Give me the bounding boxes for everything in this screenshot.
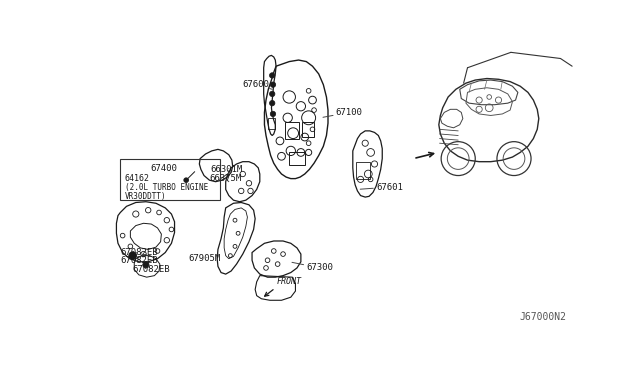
Circle shape xyxy=(143,262,149,268)
Text: 67601: 67601 xyxy=(360,183,403,192)
Bar xyxy=(289,153,305,165)
Text: 67082EB: 67082EB xyxy=(120,256,158,265)
Bar xyxy=(356,162,370,179)
Bar xyxy=(301,122,314,137)
Circle shape xyxy=(269,91,275,97)
Circle shape xyxy=(270,82,276,87)
Text: 67300: 67300 xyxy=(292,262,333,272)
Text: 66301M: 66301M xyxy=(210,165,243,174)
Bar xyxy=(268,118,275,129)
Text: 64162: 64162 xyxy=(125,174,150,183)
Text: 67400: 67400 xyxy=(150,164,177,173)
Text: 67082EB: 67082EB xyxy=(120,248,158,257)
Text: 67905M: 67905M xyxy=(189,254,221,263)
Circle shape xyxy=(129,252,136,260)
Text: J67000N2: J67000N2 xyxy=(520,312,566,322)
Text: (2.0L TURBO ENGINE: (2.0L TURBO ENGINE xyxy=(125,183,208,192)
Circle shape xyxy=(184,178,189,183)
Circle shape xyxy=(270,111,276,117)
Text: 67082EB: 67082EB xyxy=(132,265,170,274)
Circle shape xyxy=(269,100,275,106)
Text: 67600: 67600 xyxy=(243,80,272,89)
Text: FRONT: FRONT xyxy=(277,278,302,286)
Text: 67100: 67100 xyxy=(323,108,363,117)
Circle shape xyxy=(269,73,275,78)
Bar xyxy=(285,122,298,139)
Text: 66375M: 66375M xyxy=(209,174,242,183)
Text: VR30DDTT): VR30DDTT) xyxy=(125,192,166,201)
